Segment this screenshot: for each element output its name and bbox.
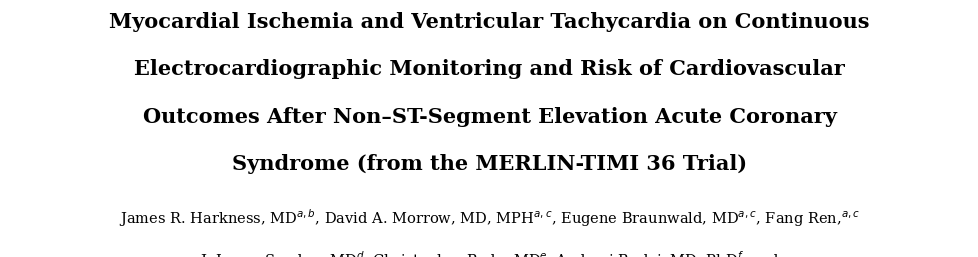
Text: James R. Harkness, MD$^{a,b}$, David A. Morrow, MD, MPH$^{a,c}$, Eugene Braunwal: James R. Harkness, MD$^{a,b}$, David A. … (119, 207, 859, 228)
Text: Electrocardiographic Monitoring and Risk of Cardiovascular: Electrocardiographic Monitoring and Risk… (134, 59, 844, 79)
Text: Myocardial Ischemia and Ventricular Tachycardia on Continuous: Myocardial Ischemia and Ventricular Tach… (110, 12, 868, 32)
Text: J. Lopez-Sendon, MD$^{d}$, Christopher Bode, MD$^{e}$, Andrzej Budaj, MD, PhD$^{: J. Lopez-Sendon, MD$^{d}$, Christopher B… (199, 249, 779, 257)
Text: Outcomes After Non–ST-Segment Elevation Acute Coronary: Outcomes After Non–ST-Segment Elevation … (143, 107, 835, 127)
Text: Syndrome (from the MERLIN-TIMI 36 Trial): Syndrome (from the MERLIN-TIMI 36 Trial) (232, 154, 746, 174)
